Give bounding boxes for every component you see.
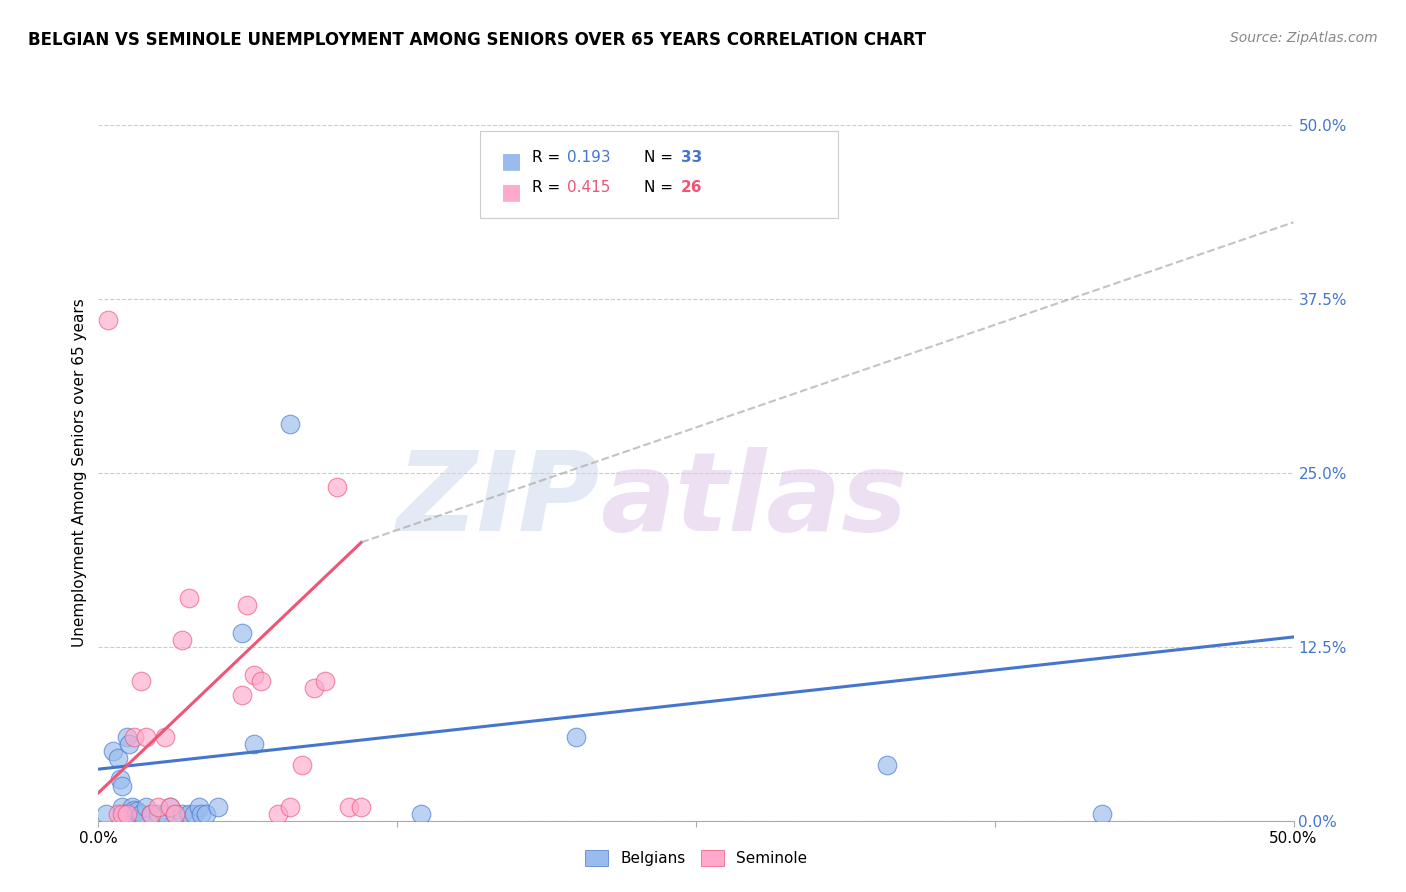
Point: [155, 730, 177, 744]
Point: [194, 806, 218, 821]
Point: [135, 799, 157, 814]
Point: [231, 625, 253, 640]
Text: 33: 33: [681, 150, 702, 165]
Point: [111, 799, 134, 814]
Text: N =: N =: [644, 150, 678, 165]
Point: [97, 312, 120, 326]
Point: [876, 758, 898, 772]
Point: [235, 598, 257, 612]
Point: [250, 674, 273, 689]
Point: [350, 799, 373, 814]
Point: [107, 806, 129, 821]
Point: [111, 779, 134, 793]
Point: [108, 772, 131, 786]
Point: [111, 806, 134, 821]
Point: [121, 799, 143, 814]
Point: [291, 758, 314, 772]
Text: ■: ■: [501, 152, 522, 171]
Point: [139, 806, 162, 821]
Point: [243, 667, 266, 681]
Point: [118, 737, 141, 751]
Point: [302, 681, 325, 696]
Point: [131, 806, 153, 821]
Point: [155, 806, 177, 821]
Point: [339, 799, 360, 814]
Point: [125, 804, 148, 818]
Text: ■: ■: [501, 182, 522, 202]
Point: [411, 806, 433, 821]
Point: [135, 730, 157, 744]
Point: [114, 806, 136, 821]
Point: [115, 806, 138, 821]
Text: atlas: atlas: [600, 447, 908, 554]
Point: [326, 480, 349, 494]
Point: [124, 730, 146, 744]
Legend: Belgians, Seminole: Belgians, Seminole: [579, 844, 813, 872]
Point: [163, 806, 186, 821]
Point: [278, 417, 301, 431]
Point: [243, 737, 266, 751]
Y-axis label: Unemployment Among Seniors over 65 years: Unemployment Among Seniors over 65 years: [72, 299, 87, 647]
Text: 26: 26: [681, 180, 703, 195]
Point: [139, 806, 162, 821]
Point: [101, 744, 124, 758]
Point: [231, 689, 253, 703]
Text: BELGIAN VS SEMINOLE UNEMPLOYMENT AMONG SENIORS OVER 65 YEARS CORRELATION CHART: BELGIAN VS SEMINOLE UNEMPLOYMENT AMONG S…: [28, 31, 927, 49]
Point: [148, 799, 170, 814]
Point: [94, 806, 117, 821]
Point: [159, 799, 181, 814]
Point: [565, 730, 588, 744]
Point: [183, 806, 205, 821]
Point: [172, 632, 194, 647]
Point: [163, 806, 186, 821]
Point: [159, 799, 181, 814]
Point: [315, 674, 337, 689]
Point: [148, 806, 170, 821]
Point: [187, 799, 209, 814]
Point: [190, 806, 212, 821]
Text: N =: N =: [644, 180, 678, 195]
Point: [124, 803, 146, 817]
Point: [267, 806, 290, 821]
Text: R =: R =: [531, 150, 565, 165]
Text: R =: R =: [531, 180, 565, 195]
Point: [207, 799, 229, 814]
Point: [1091, 806, 1114, 821]
Point: [131, 674, 153, 689]
Point: [115, 730, 138, 744]
Text: 0.193: 0.193: [567, 150, 610, 165]
Point: [179, 591, 201, 605]
Text: 0.415: 0.415: [567, 180, 610, 195]
Text: Source: ZipAtlas.com: Source: ZipAtlas.com: [1230, 31, 1378, 45]
Point: [179, 806, 201, 821]
Point: [278, 799, 301, 814]
Text: ZIP: ZIP: [396, 447, 600, 554]
Point: [107, 751, 129, 765]
Point: [172, 806, 194, 821]
